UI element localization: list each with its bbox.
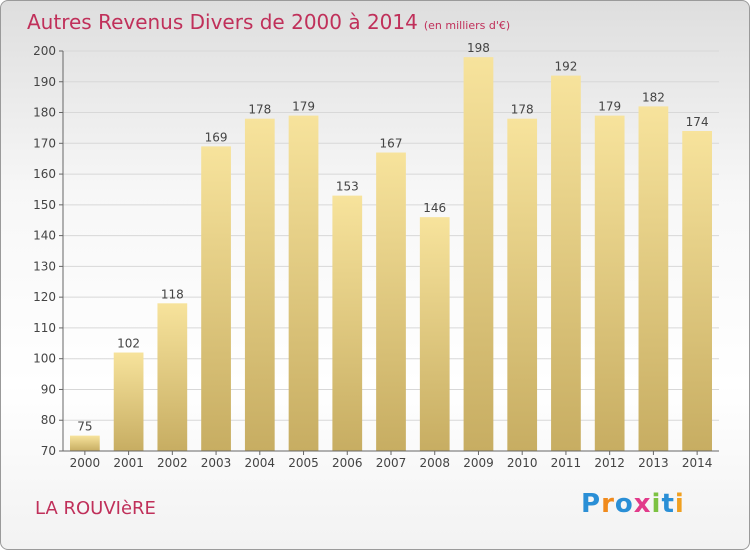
y-tick-label: 200 [33, 44, 56, 58]
x-tick-label: 2011 [551, 456, 582, 470]
y-tick-label: 90 [41, 382, 56, 396]
location-label: LA ROUVIèRE [35, 498, 156, 519]
y-tick-label: 70 [41, 444, 56, 458]
logo-letter: t [661, 489, 675, 519]
x-tick-label: 2006 [332, 456, 363, 470]
x-tick-label: 2014 [682, 456, 713, 470]
bar-2008 [419, 217, 450, 451]
data-label-2009: 198 [467, 41, 490, 55]
x-tick-label: 2010 [507, 456, 538, 470]
bar-2003 [201, 146, 231, 451]
x-tick-label: 2001 [113, 456, 144, 470]
logo-letter: i [651, 489, 662, 519]
chart-title-unit: (en milliers d'€) [423, 19, 511, 32]
bar-2005 [288, 115, 319, 451]
y-tick-label: 190 [33, 75, 56, 89]
chart-title: Autres Revenus Divers de 2000 à 2014 (en … [27, 10, 510, 34]
data-label-2013: 182 [642, 90, 665, 104]
bar-2007 [376, 152, 406, 452]
y-tick-label: 110 [33, 321, 56, 335]
bar-2011 [551, 75, 581, 451]
bar-2001 [113, 352, 144, 451]
y-tick-label: 100 [33, 352, 56, 366]
y-tick-label: 120 [33, 290, 56, 304]
data-label-2011: 192 [554, 60, 577, 74]
data-label-2014: 174 [686, 115, 709, 129]
bar-2009 [463, 57, 494, 452]
logo-letter: x [633, 489, 652, 519]
y-tick-label: 140 [33, 229, 56, 243]
bar-2002 [157, 303, 188, 451]
logo-letter: i [674, 489, 685, 519]
data-label-2003: 169 [205, 130, 228, 144]
x-tick-label: 2012 [594, 456, 625, 470]
bar-2014 [682, 131, 713, 451]
data-label-2007: 167 [380, 137, 403, 151]
logo-letter: r [601, 489, 615, 519]
data-label-2008: 146 [423, 201, 446, 215]
x-tick-label: 2013 [638, 456, 669, 470]
x-tick-label: 2005 [288, 456, 319, 470]
chart-title-text: Autres Revenus Divers de 2000 à 2014 [27, 10, 418, 34]
x-tick-label: 2008 [419, 456, 450, 470]
bar-2013 [638, 106, 669, 451]
y-tick-label: 170 [33, 136, 56, 150]
data-label-2002: 118 [161, 287, 184, 301]
bar-2000 [69, 435, 100, 451]
x-tick-label: 2007 [376, 456, 407, 470]
y-tick-label: 80 [41, 413, 56, 427]
data-label-2001: 102 [117, 337, 140, 351]
bar-2010 [507, 118, 538, 451]
bar-2004 [244, 118, 275, 451]
y-tick-label: 130 [33, 259, 56, 273]
x-tick-label: 2004 [245, 456, 276, 470]
proxiti-logo: Proxiti [581, 489, 685, 519]
x-tick-label: 2009 [463, 456, 494, 470]
bar-2012 [594, 115, 625, 451]
x-tick-label: 2003 [201, 456, 232, 470]
data-label-2010: 178 [511, 103, 534, 117]
data-label-2006: 153 [336, 180, 359, 194]
bar-2006 [332, 195, 363, 451]
data-label-2000: 75 [77, 420, 92, 434]
logo-letter: P [581, 489, 602, 519]
data-label-2005: 179 [292, 100, 315, 114]
data-label-2004: 178 [248, 103, 271, 117]
bars: 75 102 118 169 178 179 153 167 146 198 178 192 179 18… [69, 41, 713, 452]
y-tick-label: 150 [33, 198, 56, 212]
x-tick-label: 2000 [70, 456, 101, 470]
axes: 7080901001101201301401501601701801902002… [33, 44, 719, 470]
y-tick-label: 160 [33, 167, 56, 181]
x-tick-label: 2002 [157, 456, 188, 470]
logo-letter: o [614, 489, 634, 519]
data-label-2012: 179 [598, 100, 621, 114]
y-tick-label: 180 [33, 106, 56, 120]
